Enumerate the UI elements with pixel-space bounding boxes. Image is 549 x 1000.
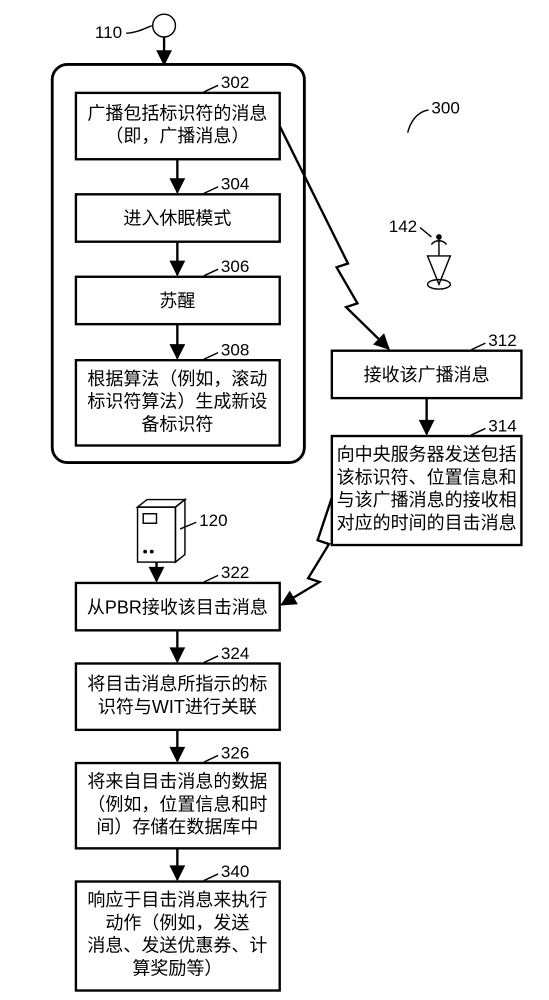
box-324-l2: 识符与WIT进行关联: [98, 697, 257, 717]
box-324-l1: 将目击消息所指示的标: [87, 674, 267, 694]
leader-300: [408, 110, 429, 133]
label-314: 314: [488, 416, 516, 435]
box-314-l1: 向中央服务器发送包括: [337, 445, 517, 465]
label-306: 306: [221, 257, 249, 276]
box-322-l1: 从PBR接收该目击消息: [87, 597, 268, 617]
leader-314: [471, 428, 485, 435]
start-circle: [153, 14, 176, 37]
leader-304: [204, 187, 218, 194]
leader-326: [204, 755, 218, 762]
label-324: 324: [221, 644, 249, 663]
box-308-l1: 根据算法（例如，滚动: [87, 369, 267, 389]
box-340-l2: 动作（例如，发送: [105, 913, 249, 933]
flowchart: 110 302 广播包括标识符的消息 （即，广播消息） 304 进入休眠模式 3…: [0, 0, 549, 1000]
box-326-l2: （例如，位置信息和时: [87, 794, 267, 814]
label-322: 322: [221, 563, 249, 582]
leader-312: [471, 343, 485, 350]
box-308-l3: 备标识符: [141, 414, 213, 434]
label-312: 312: [488, 331, 516, 350]
label-302: 302: [221, 73, 249, 92]
box-314-l2: 该标识符、位置信息和: [337, 467, 517, 487]
label-326: 326: [221, 743, 249, 762]
label-120: 120: [199, 511, 227, 530]
leader-308: [204, 353, 218, 360]
label-142: 142: [389, 217, 417, 236]
box-306-l1: 苏醒: [159, 291, 195, 311]
box-340-l3: 消息、发送优惠券、计: [87, 936, 267, 956]
label-304: 304: [221, 175, 249, 194]
server-icon: [138, 500, 185, 563]
box-326-l1: 将来自目击消息的数据: [87, 772, 267, 792]
label-110: 110: [95, 23, 122, 42]
box-302-l2: （即，广播消息）: [105, 126, 249, 146]
leader-340: [204, 874, 218, 881]
box-340-l4: 算奖励等）: [132, 958, 222, 978]
leader-142: [420, 227, 431, 236]
box-314-l3: 与该广播消息的接收相: [337, 490, 517, 510]
leader-110: [126, 26, 152, 34]
leader-322: [204, 575, 218, 582]
box-340-l1: 响应于目击消息来执行: [87, 890, 267, 910]
box-304-l1: 进入休眠模式: [123, 209, 231, 229]
antenna-icon: [428, 234, 451, 289]
label-300: 300: [431, 99, 459, 118]
leader-120: [180, 522, 196, 529]
label-308: 308: [221, 340, 249, 359]
edge-314-322-lightning: [282, 498, 332, 605]
edge-302-312-lightning: [280, 126, 389, 349]
box-302-l1: 广播包括标识符的消息: [87, 103, 267, 123]
leader-324: [204, 656, 218, 663]
box-326-l3: 间）存储在数据库中: [96, 817, 258, 837]
box-314-l4: 对应的时间的目击消息: [337, 513, 517, 533]
label-340: 340: [221, 862, 249, 881]
leader-306: [204, 269, 218, 276]
leader-302: [204, 85, 218, 92]
box-308-l2: 标识符算法）生成新设: [87, 392, 267, 412]
box-312-l1: 接收该广播消息: [364, 365, 490, 385]
